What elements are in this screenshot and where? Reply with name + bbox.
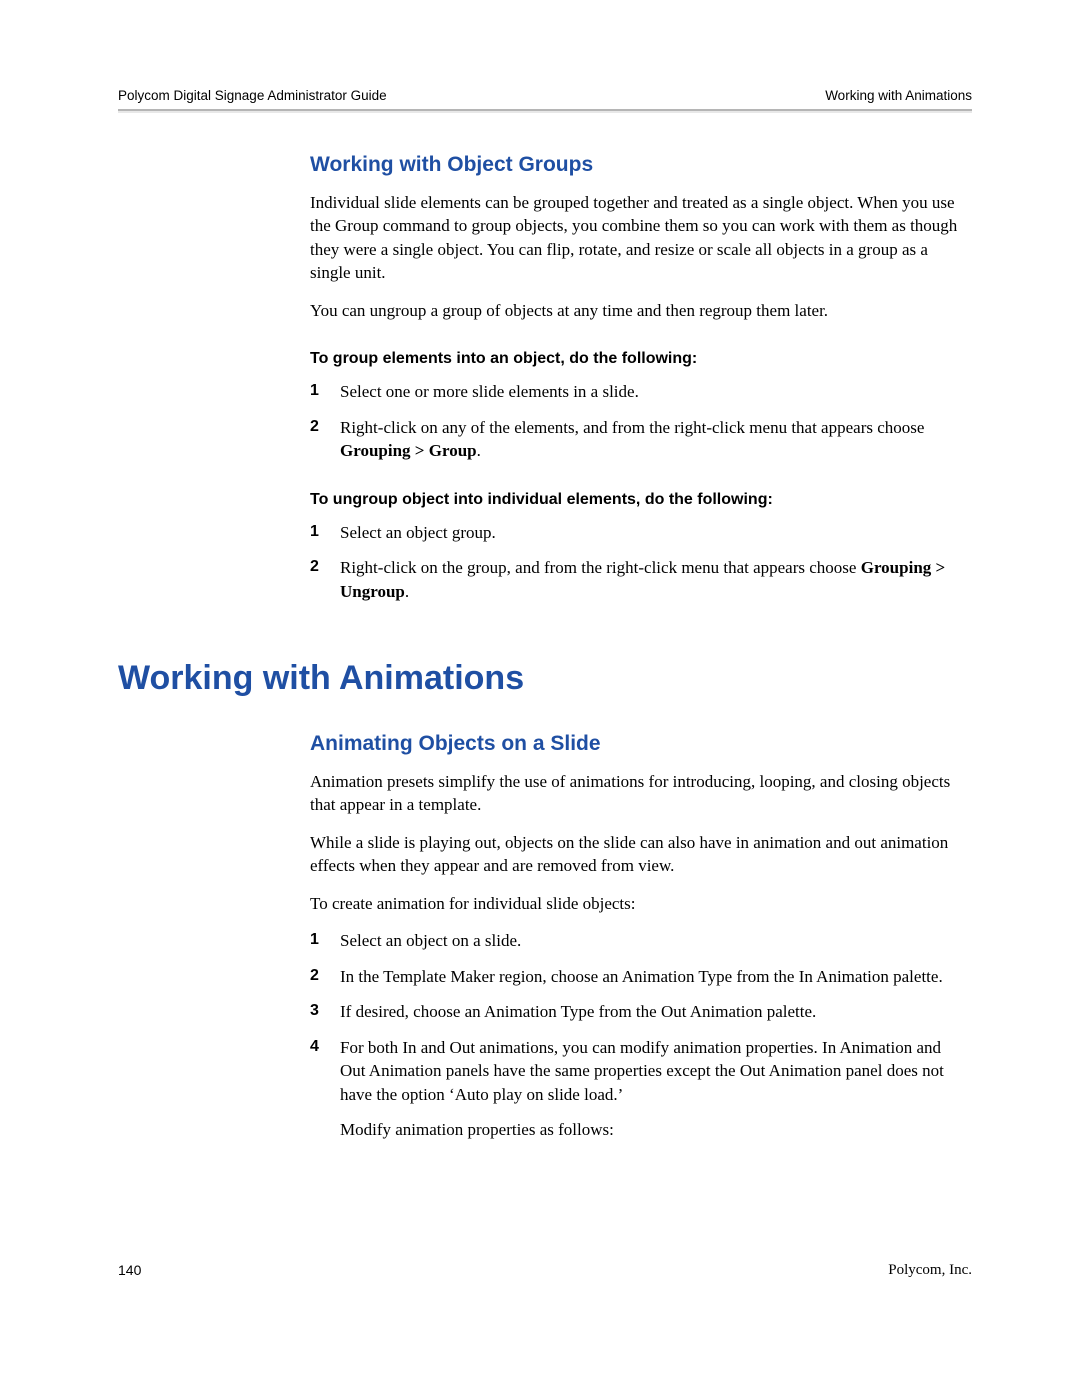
procedure-heading-ungroup: To ungroup object into individual elemen… [310, 491, 960, 509]
step-item: Right-click on any of the elements, and … [310, 416, 960, 463]
step-item: In the Template Maker region, choose an … [310, 965, 960, 988]
body-paragraph: While a slide is playing out, objects on… [310, 831, 960, 878]
body-paragraph: You can ungroup a group of objects at an… [310, 299, 960, 322]
body-paragraph: Individual slide elements can be grouped… [310, 191, 960, 285]
header-right: Working with Animations [825, 88, 972, 103]
procedure-steps-animation: Select an object on a slide. In the Temp… [310, 929, 960, 1141]
procedure-steps-ungroup: Select an object group. Right-click on t… [310, 521, 960, 603]
page-number: 140 [118, 1262, 141, 1279]
step-item: Select an object on a slide. [310, 929, 960, 952]
step-item: If desired, choose an Animation Type fro… [310, 1000, 960, 1023]
period: . [405, 582, 409, 601]
procedure-steps-group: Select one or more slide elements in a s… [310, 380, 960, 462]
header-left: Polycom Digital Signage Administrator Gu… [118, 88, 387, 103]
period: . [477, 441, 481, 460]
page-body: Polycom Digital Signage Administrator Gu… [118, 88, 972, 1153]
step-extra: Modify animation properties as follows: [340, 1118, 960, 1141]
header-rule [118, 109, 972, 113]
section-title-animations: Working with Animations [118, 659, 960, 698]
subsection-object-groups: Working with Object Groups [310, 153, 960, 177]
page-footer: 140 Polycom, Inc. [118, 1262, 972, 1279]
running-header: Polycom Digital Signage Administrator Gu… [118, 88, 972, 109]
step-item: Select an object group. [310, 521, 960, 544]
subsection-animating-objects: Animating Objects on a Slide [310, 732, 960, 756]
step-item: Select one or more slide elements in a s… [310, 380, 960, 403]
step-text: Right-click on any of the elements, and … [340, 418, 924, 437]
body-paragraph: Animation presets simplify the use of an… [310, 770, 960, 817]
body-paragraph: To create animation for individual slide… [310, 892, 960, 915]
step-item: Right-click on the group, and from the r… [310, 556, 960, 603]
menu-path: Grouping > Group [340, 441, 477, 460]
footer-company: Polycom, Inc. [888, 1262, 972, 1279]
procedure-heading-group: To group elements into an object, do the… [310, 350, 960, 368]
content-column: Working with Object Groups Individual sl… [118, 153, 972, 1141]
step-text: For both In and Out animations, you can … [340, 1038, 944, 1104]
step-text: Right-click on the group, and from the r… [340, 558, 861, 577]
step-item: For both In and Out animations, you can … [310, 1036, 960, 1142]
